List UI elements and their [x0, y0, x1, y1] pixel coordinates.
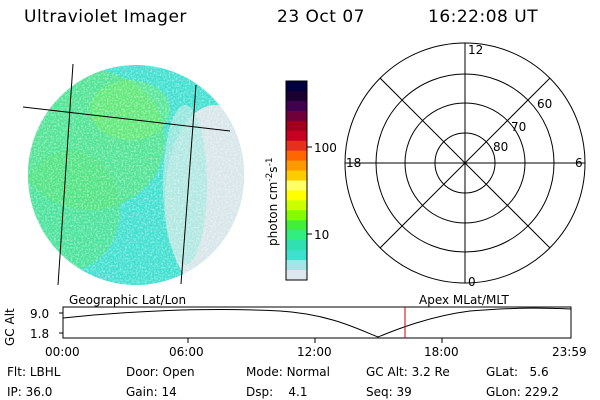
colorbar-segment	[286, 110, 307, 122]
time-tick-0600: 06:00	[169, 345, 204, 359]
alt-axis-label: GC Alt	[3, 308, 17, 346]
instrument-title: Ultraviolet Imager	[24, 7, 187, 27]
filter-label: Flt: LBHL	[7, 365, 61, 379]
colorbar-segment	[286, 260, 307, 271]
colorbar-segment	[286, 230, 307, 241]
colorbar-segment	[286, 160, 307, 172]
colorbar-segment	[286, 150, 307, 162]
mlt-label-6: 6	[575, 156, 583, 170]
time-tick-1800: 18:00	[424, 345, 459, 359]
colorbar-segment	[286, 180, 307, 192]
colorbar-segment	[286, 120, 307, 132]
mlat-label-70: 70	[511, 120, 527, 134]
seq-value: 39	[396, 385, 412, 399]
colorbar-segment	[286, 81, 307, 92]
alt-tick-9: 9.0	[30, 307, 50, 321]
door-label: Door: Open	[126, 365, 195, 379]
geographic-title: Geographic Lat/Lon	[69, 293, 187, 307]
colorbar-segment	[286, 240, 307, 251]
time-tick-2359: 23:59	[552, 345, 587, 359]
altitude-timeline	[59, 306, 572, 343]
filter-value: LBHL	[29, 365, 61, 379]
gc-alt-value: 3.2 Re	[411, 365, 450, 379]
colorbar-segment	[286, 190, 307, 201]
mlt-label-0: 0	[468, 275, 476, 289]
colorbar-segment	[286, 140, 307, 152]
geographic-grid	[22, 63, 231, 286]
time-tick-0000: 00:00	[45, 345, 80, 359]
alt-tick-1-8: 1.8	[30, 327, 50, 341]
colorbar-segment	[286, 220, 307, 231]
colorbar-segment	[286, 130, 307, 142]
colorbar-unit-label: photon cm-2s-1	[265, 157, 280, 246]
colorbar-segment	[286, 170, 307, 182]
mode-value: Normal	[286, 365, 330, 379]
colorbar-tick-10: 10	[314, 228, 330, 242]
ip-label: IP: 36.0	[7, 385, 53, 399]
mode-label: Mode: Normal	[246, 365, 330, 379]
glon-label: GLon: 229.2	[486, 385, 559, 399]
glat-label: GLat: 5.6	[486, 365, 549, 379]
date-label: 23 Oct 07	[277, 7, 365, 27]
gain-label: Gain: 14	[126, 385, 177, 399]
colorbar-segment	[286, 100, 307, 112]
colorbar-segment	[286, 90, 307, 102]
colorbar-segment	[286, 270, 307, 281]
mlt-label-18: 18	[346, 156, 362, 170]
mlt-label-12: 12	[468, 43, 484, 57]
gc-alt-label: GC Alt: 3.2 Re	[366, 365, 450, 379]
polar-mlt-plot	[344, 42, 586, 284]
color-scale-bar	[286, 81, 307, 281]
ip-value: 36.0	[25, 385, 53, 399]
mlat-label-60: 60	[537, 97, 553, 111]
door-value: Open	[162, 365, 195, 379]
colorbar-segment	[286, 200, 307, 211]
apex-title: Apex MLat/MLT	[419, 293, 509, 307]
mlat-label-80: 80	[493, 140, 509, 154]
time-tick-1200: 12:00	[297, 345, 332, 359]
glat-value: 5.6	[529, 365, 549, 379]
time-label: 16:22:08 UT	[428, 7, 539, 27]
auroral-image	[28, 65, 244, 285]
colorbar-tick-100: 100	[314, 141, 337, 155]
dsp-label: Dsp: 4.1	[246, 385, 308, 399]
dsp-value: 4.1	[288, 385, 308, 399]
colorbar-segment	[286, 210, 307, 221]
seq-label: Seq: 39	[366, 385, 412, 399]
glon-value: 229.2	[524, 385, 559, 399]
gain-value: 14	[161, 385, 177, 399]
colorbar-segment	[286, 250, 307, 261]
